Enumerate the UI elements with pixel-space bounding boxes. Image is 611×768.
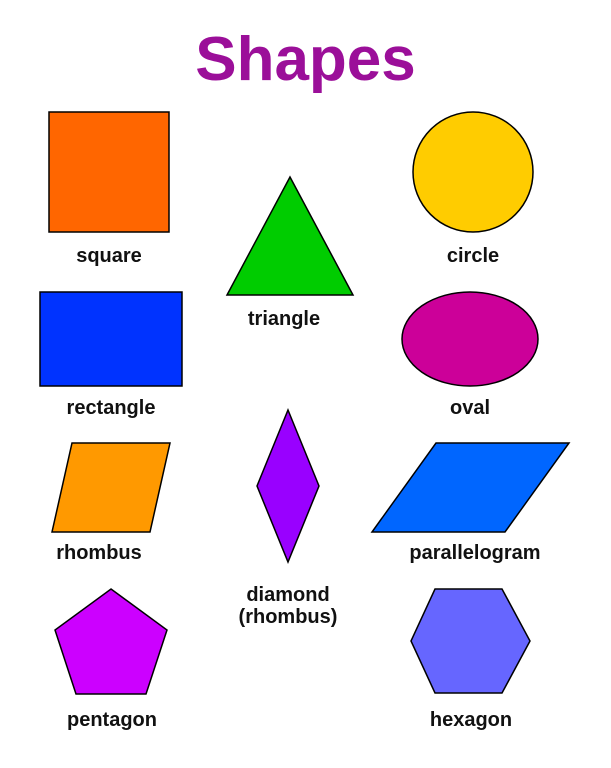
diamond-sublabel: (rhombus)	[238, 606, 338, 628]
circle-shape	[412, 111, 534, 233]
square-label: square	[76, 245, 142, 267]
circle-label: circle	[446, 245, 500, 267]
triangle-shape	[225, 175, 355, 296]
rhombus-shape	[51, 442, 171, 533]
rectangle-shape	[39, 291, 183, 387]
diamond-shape	[256, 408, 320, 564]
hexagon-label: hexagon	[429, 709, 513, 731]
page-title: Shapes	[195, 25, 416, 94]
diamond-label: diamond	[246, 584, 330, 606]
triangle-label: triangle	[247, 308, 321, 330]
square-shape	[48, 111, 170, 233]
rhombus-label: rhombus	[56, 542, 142, 564]
rectangle-label: rectangle	[66, 397, 156, 419]
pentagon-shape	[54, 588, 168, 695]
pentagon-label: pentagon	[67, 709, 157, 731]
oval-shape	[401, 291, 539, 387]
parallelogram-label: parallelogram	[409, 542, 541, 564]
parallelogram-shape	[370, 442, 571, 533]
oval-label: oval	[449, 397, 491, 419]
hexagon-shape	[410, 588, 531, 694]
